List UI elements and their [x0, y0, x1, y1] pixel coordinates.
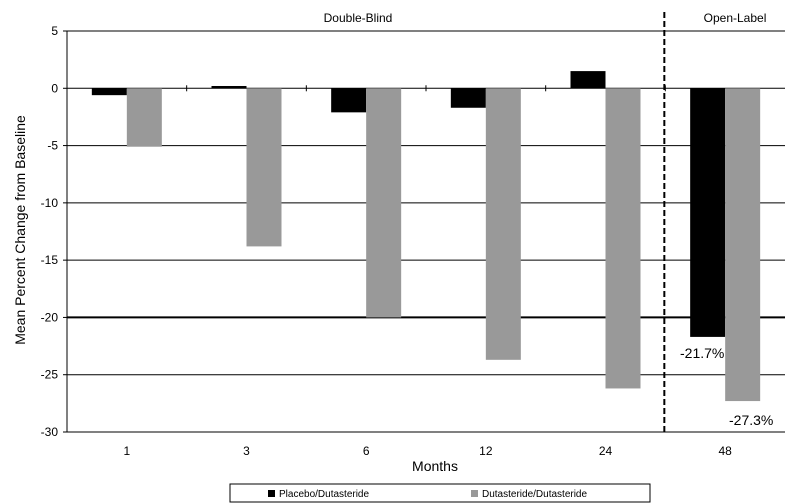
legend-swatch-placebo — [268, 490, 275, 497]
bar-placebo-24 — [570, 71, 606, 89]
x-tick-label-24: 24 — [599, 444, 613, 458]
data-label-dutasteride-48: -27.3% — [729, 412, 773, 428]
bars — [91, 71, 761, 402]
legend-box — [229, 483, 651, 503]
bar-dutasteride-3 — [246, 88, 282, 247]
bar-placebo-12 — [450, 88, 486, 108]
legend: Placebo/Dutasteride Dutasteride/Dutaster… — [229, 483, 651, 503]
y-tick-label--25: -25 — [41, 368, 59, 382]
y-tick-label--10: -10 — [41, 196, 59, 210]
bar-placebo-1 — [91, 88, 127, 96]
bar-dutasteride-1 — [126, 88, 162, 147]
y-tick-label-5: 5 — [51, 24, 58, 38]
x-axis-title: Months — [412, 458, 458, 474]
x-tick-label-48: 48 — [718, 444, 732, 458]
bar-dutasteride-6 — [366, 88, 402, 318]
legend-label-placebo: Placebo/Dutasteride — [279, 489, 369, 500]
x-tick-label-3: 3 — [243, 444, 250, 458]
legend-label-dutasteride: Dutasteride/Dutasteride — [482, 489, 587, 500]
bar-placebo-48 — [690, 88, 726, 337]
y-tick-label--15: -15 — [41, 253, 59, 267]
bar-dutasteride-12 — [485, 88, 521, 360]
y-tick-label--20: -20 — [41, 310, 59, 324]
legend-swatch-dutasteride — [471, 490, 478, 497]
x-tick-label-1: 1 — [123, 444, 130, 458]
section-label-double-blind: Double-Blind — [324, 11, 393, 25]
data-label-placebo-48: -21.7% — [680, 345, 724, 361]
section-label-open-label: Open-Label — [704, 11, 767, 25]
x-tick-label-6: 6 — [363, 444, 370, 458]
x-tick-label-12: 12 — [479, 444, 493, 458]
bar-dutasteride-24 — [605, 88, 641, 389]
bar-placebo-3 — [211, 85, 247, 89]
y-axis-title: Mean Percent Change from Baseline — [12, 115, 28, 345]
y-tick-label--30: -30 — [41, 425, 59, 439]
axes: 5 0 -5 -10 -15 -20 -25 -30 1 3 6 12 24 48 — [41, 12, 732, 458]
y-tick-label-0: 0 — [51, 81, 58, 95]
bar-placebo-6 — [331, 88, 367, 113]
y-tick-label--5: -5 — [47, 139, 58, 153]
bar-dutasteride-48 — [725, 88, 761, 402]
